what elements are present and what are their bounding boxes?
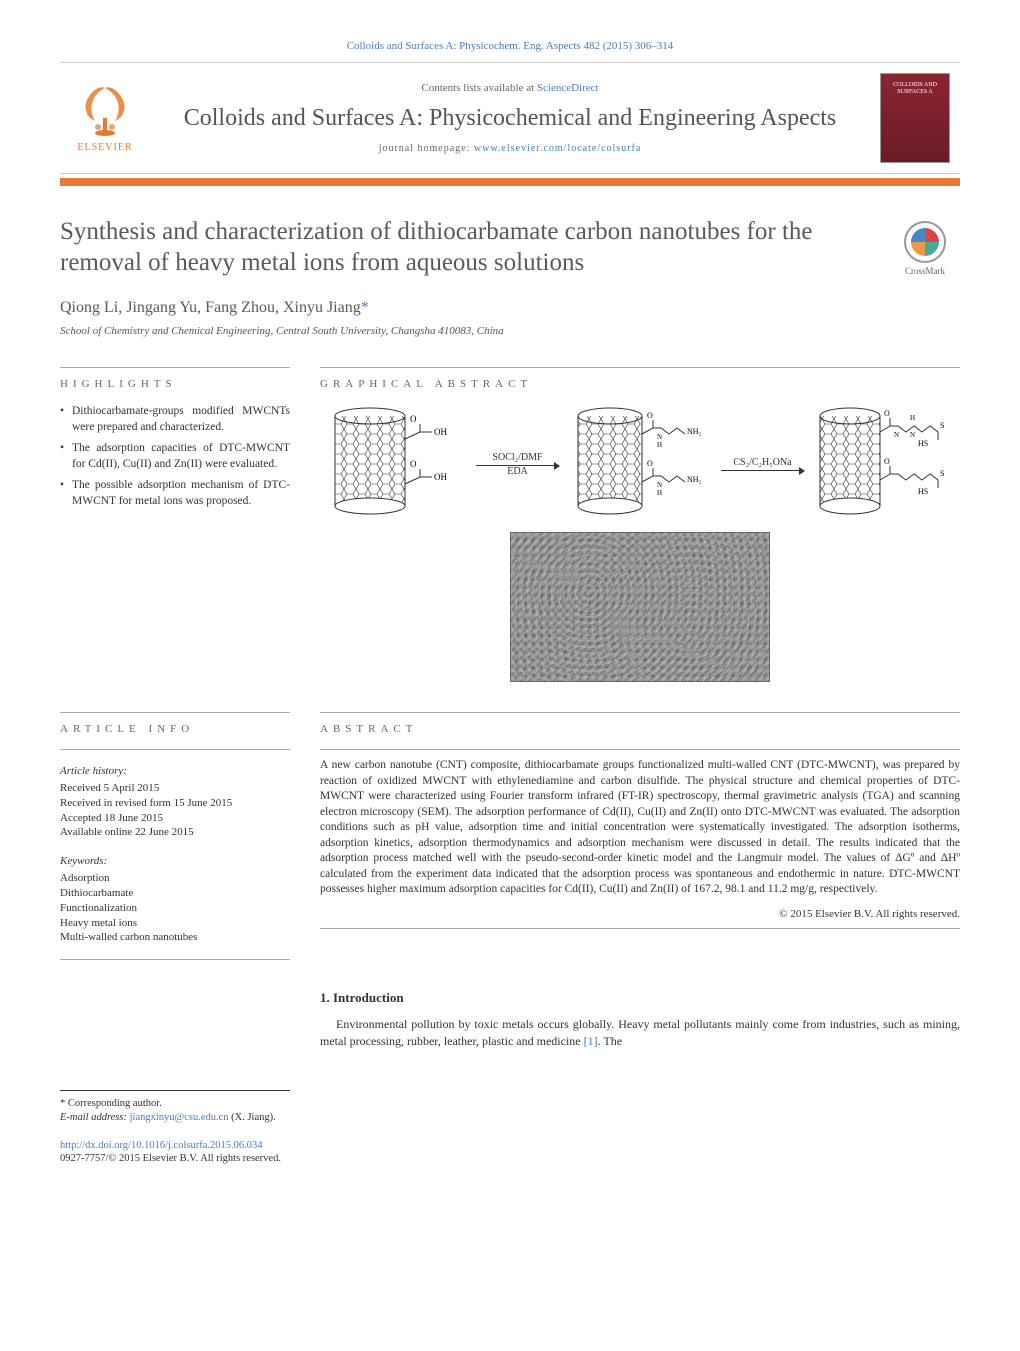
citation-ref-1[interactable]: [1]: [584, 1034, 598, 1048]
keyword: Multi-walled carbon nanotubes: [60, 930, 290, 945]
graphical-abstract-heading: GRAPHICAL ABSTRACT: [320, 367, 960, 390]
masthead: ELSEVIER Contents lists available at Sci…: [60, 62, 960, 174]
accepted-date: Accepted 18 June 2015: [60, 811, 290, 826]
doi-block: http://dx.doi.org/10.1016/j.colsurfa.201…: [60, 1139, 290, 1166]
corresponding-note: * Corresponding author.: [60, 1097, 290, 1111]
abstract-text: A new carbon nanotube (CNT) composite, d…: [320, 758, 960, 898]
journal-homepage-line: journal homepage: www.elsevier.com/locat…: [170, 143, 850, 154]
highlights-list: Dithiocarbamate-groups modified MWCNTs w…: [60, 404, 290, 509]
intro-text-tail: . The: [598, 1034, 622, 1048]
article-title: Synthesis and characterization of dithio…: [60, 216, 870, 279]
masthead-center: Contents lists available at ScienceDirec…: [150, 63, 870, 173]
svg-text:H: H: [910, 414, 915, 422]
author-email[interactable]: jiangxinyu@csu.edu.cn: [130, 1112, 229, 1123]
svg-text:NH₂: NH₂: [687, 427, 702, 436]
highlight-item: The possible adsorption mechanism of DTC…: [60, 478, 290, 509]
abstract-copyright: © 2015 Elsevier B.V. All rights reserved…: [320, 908, 960, 920]
publisher-label: ELSEVIER: [77, 142, 132, 153]
email-line: E-mail address: jiangxinyu@csu.edu.cn (X…: [60, 1111, 290, 1125]
keyword: Heavy metal ions: [60, 916, 290, 931]
reagent-2: EDA: [507, 466, 528, 477]
journal-name: Colloids and Surfaces A: Physicochemical…: [170, 104, 850, 133]
keywords-label: Keywords:: [60, 854, 290, 869]
affiliation: School of Chemistry and Chemical Enginee…: [60, 325, 960, 337]
keyword: Functionalization: [60, 901, 290, 916]
article-history-label: Article history:: [60, 764, 290, 779]
introduction-heading: 1. Introduction: [320, 990, 960, 1006]
reagent-1: SOCl₂/DMF: [492, 452, 542, 463]
citation-header: Colloids and Surfaces A: Physicochem. En…: [60, 40, 960, 52]
cnt-diagram-1: O OH O OH: [320, 404, 470, 524]
issn-copyright: 0927-7757/© 2015 Elsevier B.V. All right…: [60, 1152, 290, 1166]
cnt-diagram-2: O NH NH₂ O NH NH₂: [565, 404, 715, 524]
corresponding-marker: *: [361, 299, 369, 316]
svg-text:H: H: [657, 489, 662, 497]
keyword: Dithiocarbamate: [60, 886, 290, 901]
svg-text:S: S: [940, 421, 944, 430]
journal-cover-thumbnail: COLLOIDS AND SURFACES A: [880, 73, 950, 163]
sem-micrograph: [510, 532, 770, 682]
svg-text:N: N: [910, 431, 915, 439]
keyword: Adsorption: [60, 871, 290, 886]
cnt-diagram-3: O N H N S HS O S HS: [810, 404, 960, 524]
svg-text:O: O: [410, 414, 417, 424]
email-attribution: (X. Jiang).: [229, 1112, 276, 1123]
homepage-prefix: journal homepage:: [379, 143, 474, 154]
article-info-block: Article history: Received 5 April 2015 R…: [60, 749, 290, 960]
elsevier-tree-icon: [80, 83, 130, 138]
highlight-item: Dithiocarbamate-groups modified MWCNTs w…: [60, 404, 290, 435]
authors-names: Qiong Li, Jingang Yu, Fang Zhou, Xinyu J…: [60, 299, 361, 316]
svg-text:O: O: [410, 459, 417, 469]
online-date: Available online 22 June 2015: [60, 825, 290, 840]
svg-text:HS: HS: [918, 439, 928, 448]
svg-text:O: O: [884, 409, 890, 418]
crossmark-label: CrossMark: [905, 266, 945, 276]
abstract-block: A new carbon nanotube (CNT) composite, d…: [320, 749, 960, 929]
svg-text:O: O: [647, 411, 653, 420]
article-info-heading: ARTICLE INFO: [60, 712, 290, 735]
svg-text:OH: OH: [434, 472, 447, 482]
publisher-logo-block: ELSEVIER: [60, 63, 150, 173]
reaction-arrow-2: CS₂/C₂H₅ONa: [721, 457, 804, 471]
svg-text:O: O: [647, 459, 653, 468]
email-label: E-mail address:: [60, 1112, 130, 1123]
received-date: Received 5 April 2015: [60, 781, 290, 796]
svg-text:N: N: [657, 433, 662, 441]
highlights-heading: HIGHLIGHTS: [60, 367, 290, 390]
reaction-arrow-1: SOCl₂/DMF EDA: [476, 452, 559, 477]
contents-prefix: Contents lists available at: [421, 82, 536, 94]
introduction-paragraph: Environmental pollution by toxic metals …: [320, 1016, 960, 1050]
highlight-item: The adsorption capacities of DTC-MWCNT f…: [60, 441, 290, 472]
crossmark-badge[interactable]: CrossMark: [890, 216, 960, 281]
sciencedirect-link[interactable]: ScienceDirect: [537, 82, 599, 94]
revised-date: Received in revised form 15 June 2015: [60, 796, 290, 811]
contents-available-line: Contents lists available at ScienceDirec…: [170, 82, 850, 94]
reagent-3: CS₂/C₂H₅ONa: [733, 457, 791, 468]
cover-thumb-block: COLLOIDS AND SURFACES A: [870, 63, 960, 173]
crossmark-circle-icon: [904, 221, 946, 263]
svg-text:N: N: [657, 481, 662, 489]
doi-link[interactable]: http://dx.doi.org/10.1016/j.colsurfa.201…: [60, 1140, 263, 1151]
journal-homepage-link[interactable]: www.elsevier.com/locate/colsurfa: [474, 143, 641, 154]
footnotes: * Corresponding author. E-mail address: …: [60, 1090, 290, 1124]
svg-text:HS: HS: [918, 487, 928, 496]
graphical-abstract: O OH O OH SOCl₂/DMFEDA: [320, 404, 960, 682]
svg-text:H: H: [657, 441, 662, 449]
svg-text:O: O: [884, 457, 890, 466]
svg-text:S: S: [940, 469, 944, 478]
svg-text:NH₂: NH₂: [687, 475, 702, 484]
authors-line: Qiong Li, Jingang Yu, Fang Zhou, Xinyu J…: [60, 299, 960, 317]
accent-bar: [60, 178, 960, 186]
svg-text:N: N: [894, 431, 899, 439]
intro-text-content: Environmental pollution by toxic metals …: [320, 1017, 960, 1048]
abstract-heading: ABSTRACT: [320, 712, 960, 735]
cover-thumb-label: COLLOIDS AND SURFACES A: [881, 82, 949, 95]
svg-text:OH: OH: [434, 427, 447, 437]
